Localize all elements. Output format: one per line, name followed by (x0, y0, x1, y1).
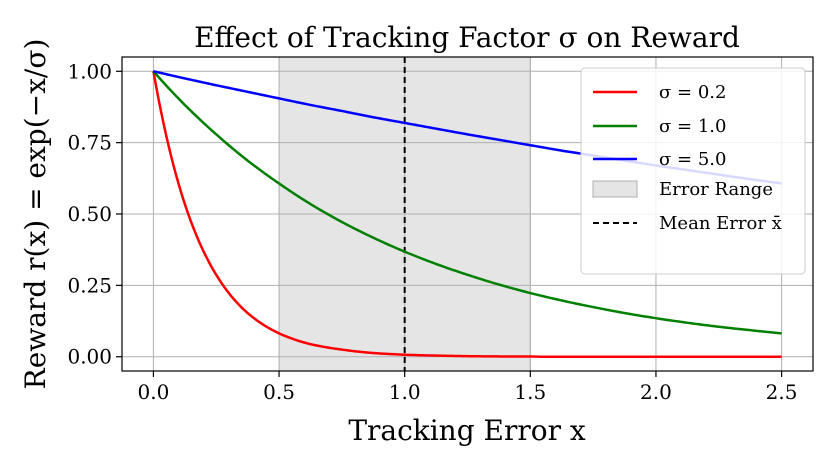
x-tick-label: 1.0 (389, 380, 421, 404)
y-tick-label: 0.00 (67, 345, 112, 369)
x-tick-label: 1.5 (514, 380, 546, 404)
x-tick-label: 0.0 (138, 380, 170, 404)
legend-swatch-error-range (592, 180, 638, 198)
legend-label-series-0: σ = 0.2 (659, 82, 726, 103)
legend-label-error-range: Error Range (659, 179, 773, 200)
legend-label-series-2: σ = 5.0 (659, 149, 726, 170)
y-axis-title: Reward r(x) = exp(−x/σ) (19, 39, 52, 390)
x-axis-title: Tracking Error x (348, 414, 586, 447)
y-tick-label: 0.75 (67, 131, 112, 155)
chart-title: Effect of Tracking Factor σ on Reward (194, 21, 740, 54)
series-line-0 (152, 71, 782, 358)
x-tick-label: 0.5 (263, 380, 295, 404)
x-tick-label: 2.5 (766, 380, 798, 404)
legend: σ = 0.2 σ = 1.0 σ = 5.0 Error Range Mean Err… (580, 67, 806, 275)
series-line-1 (152, 70, 782, 335)
y-tick-label: 0.25 (67, 273, 112, 297)
legend-label-mean-error: Mean Error x̄ (659, 213, 782, 234)
legend-label-series-1: σ = 1.0 (659, 116, 726, 137)
y-tick-label: 1.00 (67, 59, 112, 83)
y-tick-label: 0.50 (67, 202, 112, 226)
x-tick-label: 2.0 (640, 380, 672, 404)
